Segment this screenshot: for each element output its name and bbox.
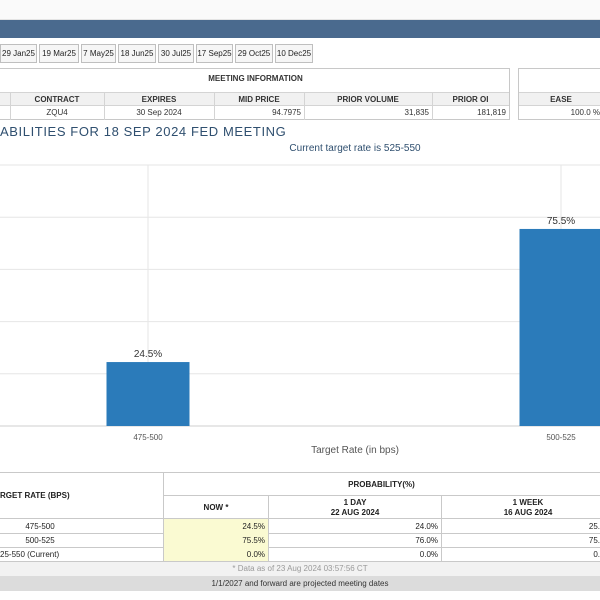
tab-meeting[interactable]: 7 May25: [81, 44, 116, 63]
target-rate-header: RGET RATE (BPS): [0, 491, 70, 500]
col-1day-date: 22 AUG 2024: [330, 508, 380, 517]
table-row-rate: 25-550 (Current): [0, 550, 60, 559]
tab-meeting[interactable]: 29 Oct25: [235, 44, 273, 63]
ease-value: 100.0 %: [570, 108, 600, 117]
probability-header: PROBABILITY(%): [348, 480, 415, 489]
chart-gridlines: [0, 164, 600, 427]
expires-value: 30 Sep 2024: [136, 108, 182, 117]
ease-header-row: EASE: [519, 92, 600, 106]
bar-475-500[interactable]: [106, 362, 190, 426]
data-timestamp-note: * Data as of 23 Aug 2024 03:57:56 CT: [0, 562, 600, 576]
tab-meeting[interactable]: 18 Jun25: [118, 44, 156, 63]
top-strip: [0, 0, 600, 20]
header-contract: CONTRACT: [34, 95, 80, 104]
col-now-header: NOW *: [203, 503, 229, 512]
table-row-1day: 24.0%: [415, 522, 438, 531]
header-mid-price: MID PRICE: [238, 95, 280, 104]
col-1week-header: 1 WEEK: [512, 498, 544, 507]
bar-value-label: 75.5%: [547, 216, 575, 227]
meeting-tabs: 29 Jan25 19 Mar25 7 May25 18 Jun25 30 Ju…: [0, 44, 600, 64]
table-row-rate: 475-500: [25, 522, 55, 531]
chart-bars: [106, 228, 600, 426]
tab-meeting[interactable]: 19 Mar25: [39, 44, 79, 63]
prior-oi-value: 181,819: [477, 108, 506, 117]
table-row-now: 75.5%: [242, 536, 265, 545]
prior-volume-value: 31,835: [404, 108, 429, 117]
projected-dates-note: 1/1/2027 and forward are projected meeti…: [0, 576, 600, 591]
ease-panel: EASE 100.0 %: [518, 68, 600, 120]
col-1week-date: 16 AUG 2024: [503, 508, 553, 517]
table-row-rate: 500-525: [25, 536, 55, 545]
chart-labels: 24.5% 475-500 75.5% 500-525: [133, 216, 576, 442]
bar-500-525[interactable]: [519, 228, 600, 426]
ease-header: EASE: [550, 95, 572, 104]
meeting-information-title: MEETING INFORMATION: [208, 74, 303, 83]
x-tick-label: 500-525: [546, 433, 576, 442]
table-row-1week: 0.: [593, 550, 600, 559]
ease-value-row: 100.0 %: [519, 106, 600, 120]
meeting-info-value-row: ZQU4 30 Sep 2024 94.7975 31,835 181,819: [0, 106, 509, 120]
contract-value: ZQU4: [46, 108, 68, 117]
tab-meeting[interactable]: 10 Dec25: [275, 44, 313, 63]
mid-price-value: 94.7975: [272, 108, 301, 117]
chart-subtitle: Current target rate is 525-550: [289, 143, 421, 154]
tab-meeting[interactable]: 17 Sep25: [196, 44, 233, 63]
chart-title: ABILITIES FOR 18 SEP 2024 FED MEETING: [0, 124, 287, 139]
meeting-information-panel: MEETING INFORMATION CONTRACT EXPIRES MID…: [0, 68, 510, 120]
table-row-1day: 0.0%: [419, 550, 438, 559]
table-row-now: 24.5%: [242, 522, 265, 531]
table-row-now: 0.0%: [246, 550, 265, 559]
tab-meeting[interactable]: 30 Jul25: [158, 44, 194, 63]
meeting-info-header-row: CONTRACT EXPIRES MID PRICE PRIOR VOLUME …: [0, 92, 509, 106]
table-row-1week: 75.: [588, 536, 600, 545]
now-column-highlight: [164, 519, 268, 561]
header-prior-volume: PRIOR VOLUME: [337, 95, 399, 104]
bar-value-label: 24.5%: [134, 349, 162, 360]
probability-bar-chart: 24.5% 475-500 75.5% 500-525 Target Rate (in…: [0, 164, 600, 456]
probability-table: RGET RATE (BPS) PROBABILITY(%) NOW * 1 D…: [0, 472, 600, 600]
col-1day-header: 1 DAY: [343, 498, 367, 507]
x-tick-label: 475-500: [133, 433, 163, 442]
table-row-1day: 76.0%: [415, 536, 438, 545]
title-bar: [0, 20, 600, 38]
x-axis-label: Target Rate (in bps): [311, 445, 399, 456]
table-row-1week: 25.: [588, 522, 600, 531]
tab-meeting[interactable]: 29 Jan25: [0, 44, 37, 63]
header-expires: EXPIRES: [141, 95, 177, 104]
header-prior-oi: PRIOR OI: [452, 95, 489, 104]
